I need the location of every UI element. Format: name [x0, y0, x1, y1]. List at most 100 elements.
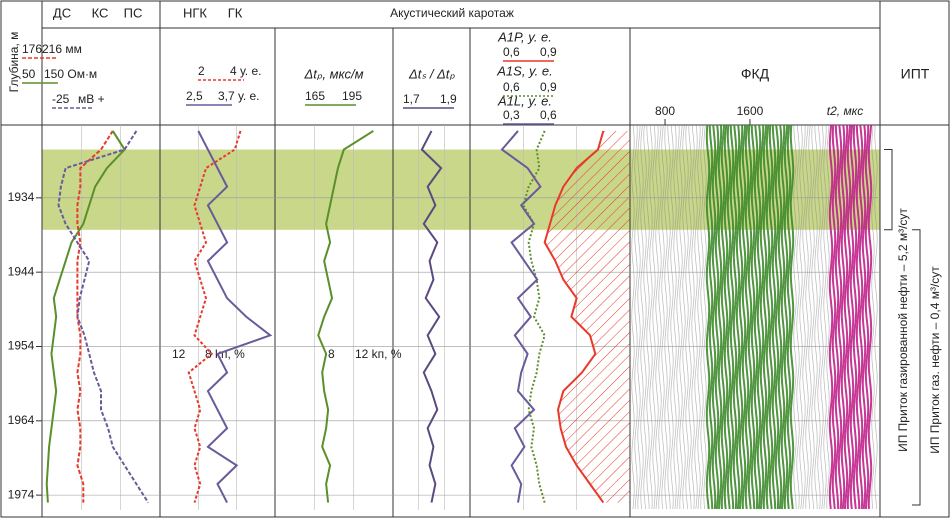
fkd-wave	[717, 124, 723, 510]
fkd-wave	[826, 124, 830, 510]
fkd-wave	[864, 124, 870, 510]
track-header: Δtₚ, мкс/м	[303, 66, 363, 81]
fkd-wave	[655, 124, 659, 510]
fkd-tick-label: 1600	[737, 104, 764, 118]
track-header: Δtₛ / Δtₚ	[408, 66, 455, 81]
fkd-wave	[855, 124, 861, 510]
fkd-wave	[849, 124, 855, 510]
fkd-wave	[867, 124, 873, 510]
log-curve	[500, 130, 542, 503]
fkd-wave	[729, 124, 735, 510]
fkd-wave	[664, 124, 668, 510]
fkd-wave	[673, 124, 677, 510]
fkd-wave	[834, 124, 840, 510]
scale-label: 1,9	[440, 92, 457, 106]
log-curve	[187, 130, 242, 503]
fkd-wave	[823, 124, 827, 510]
fkd-wave	[732, 124, 738, 510]
fkd-wave	[688, 124, 692, 510]
fkd-wave	[631, 124, 635, 510]
fkd-wave	[711, 124, 717, 510]
fkd-wave	[741, 124, 747, 510]
fkd-wave	[726, 124, 732, 510]
fkd-wave	[814, 124, 818, 510]
overlay-scale: 12	[172, 347, 186, 361]
fkd-wave	[667, 124, 671, 510]
fkd-wave	[634, 124, 638, 510]
fkd-wave	[786, 124, 792, 510]
track-header: ПС	[124, 5, 143, 20]
fkd-wave	[852, 124, 858, 510]
fkd-wave	[658, 124, 662, 510]
depth-tick-label: 1944	[8, 264, 35, 278]
fkd-wave	[744, 124, 750, 510]
fkd-wave	[861, 124, 867, 510]
fkd-wave	[640, 124, 644, 510]
fkd-wave	[771, 124, 777, 510]
ipt-bracket	[884, 149, 893, 231]
scale-label: 0,9	[540, 45, 557, 59]
hatched-area	[544, 130, 630, 503]
depth-tick-label: 1964	[8, 413, 35, 427]
fkd-wave	[805, 124, 809, 510]
scale-label: 150 Ом·м	[44, 67, 97, 81]
fkd-wave	[774, 124, 780, 510]
scale-label: 0,6	[540, 108, 557, 122]
fkd-wave	[874, 124, 878, 510]
ipt-bracket	[912, 229, 921, 506]
log-curve	[197, 130, 273, 504]
overlay-scale: 8	[328, 347, 335, 361]
depth-tick-label: 1974	[8, 487, 35, 501]
fkd-wave	[682, 124, 686, 510]
fkd-wave	[697, 124, 701, 510]
scale-label: мВ +	[78, 92, 105, 106]
fkd-wave	[646, 124, 650, 510]
overlay-scale: 8 kп, %	[205, 347, 245, 361]
track-header: ДС	[53, 5, 71, 20]
fkd-wave	[652, 124, 656, 510]
fkd-wave	[735, 124, 741, 510]
fkd-wave	[750, 124, 756, 510]
fkd-wave	[705, 124, 711, 510]
depth-tick-label: 1954	[8, 339, 35, 353]
scale-label: 3,7 у. е.	[218, 89, 260, 103]
fkd-wave	[768, 124, 774, 510]
fkd-wave	[643, 124, 647, 510]
overlay-scale: 12 kп, %	[355, 347, 402, 361]
fkd-wave	[747, 124, 753, 510]
fkd-wave	[762, 124, 768, 510]
track-header: A1S, у. е.	[496, 63, 553, 78]
fkd-wave	[808, 124, 812, 510]
fkd-wave	[817, 124, 821, 510]
fkd-wave	[840, 124, 846, 510]
fkd-wave	[796, 124, 800, 510]
scale-label: 0,6	[503, 45, 520, 59]
scale-label: 1,7	[403, 92, 420, 106]
fkd-wave	[846, 124, 852, 510]
scale-label: 0,3	[503, 108, 520, 122]
log-curve	[45, 130, 126, 503]
fkd-wave	[738, 124, 744, 510]
fkd-wave	[703, 124, 707, 510]
scale-label: 195	[342, 89, 362, 103]
fkd-wave	[756, 124, 762, 510]
fkd-wave	[783, 124, 789, 510]
fkd-wave	[777, 124, 783, 510]
fkd-wave	[871, 124, 875, 510]
scale-label: 2	[198, 64, 205, 78]
log-curve	[543, 130, 605, 504]
scale-label: 2,5	[186, 89, 203, 103]
fkd-wave	[670, 124, 674, 510]
fkd-wave	[661, 124, 665, 510]
fkd-wave	[858, 124, 864, 510]
fkd-wave	[799, 124, 803, 510]
fkd-wave	[789, 124, 795, 510]
fkd-wave	[685, 124, 689, 510]
ipt-note: ИП Приток газированной нефти – 5,2 м³/су…	[896, 208, 910, 452]
fkd-wave	[843, 124, 849, 510]
ipt-title: ИПТ	[901, 66, 930, 82]
fkd-wave	[759, 124, 765, 510]
fkd-title: ФКД	[741, 66, 770, 82]
